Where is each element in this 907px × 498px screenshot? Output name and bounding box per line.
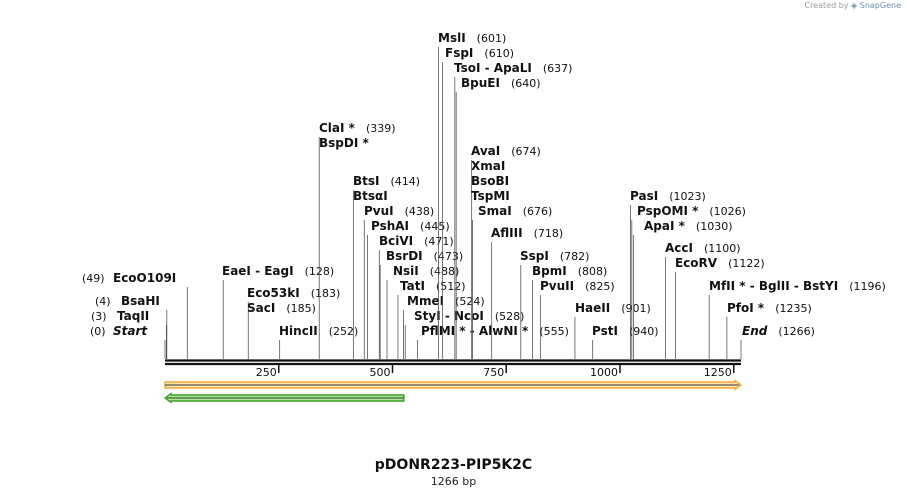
site-name: StyI - NcoI <box>414 309 484 323</box>
site-name: AccI <box>665 241 693 255</box>
site-name: BtsI <box>353 174 380 188</box>
site-position: (528) <box>495 310 525 323</box>
site-position: (183) <box>311 287 341 300</box>
site-name: PasI <box>630 189 658 203</box>
site-position: (808) <box>578 265 608 278</box>
site-position: (610) <box>484 47 514 60</box>
plasmid-length: 1266 bp <box>430 475 477 488</box>
site-position: (471) <box>424 235 454 248</box>
site-position: (524) <box>455 295 485 308</box>
site-name: HaeII <box>575 301 610 315</box>
site-position: (637) <box>543 62 573 75</box>
site-name: FspI <box>445 46 473 60</box>
site-position: (640) <box>511 77 541 90</box>
site-position: (1026) <box>709 205 746 218</box>
site-position: (512) <box>436 280 466 293</box>
site-name: BciVI <box>379 234 413 248</box>
site-name: XmaI <box>471 159 505 173</box>
site-name: SspI <box>520 249 549 263</box>
site-position: (1266) <box>778 325 815 338</box>
site-name: EcoO109I <box>113 271 176 285</box>
axis-tick-label: 500 <box>369 366 390 379</box>
site-position: (49) <box>82 272 105 285</box>
site-position: (1122) <box>728 257 765 270</box>
site-name: ApaI * <box>644 219 686 233</box>
site-name: BsaHI <box>121 294 160 308</box>
site-name: BsoBI <box>471 174 509 188</box>
site-name: TatI <box>400 279 425 293</box>
site-position: (1100) <box>704 242 741 255</box>
site-name: PshAI <box>371 219 409 233</box>
axis-tick-label: 750 <box>483 366 504 379</box>
site-name: SacI <box>247 301 275 315</box>
site-name: ClaI * <box>319 121 356 135</box>
snapgene-credit: Created by ◈ SnapGene <box>804 1 901 10</box>
site-position: (1235) <box>775 302 812 315</box>
site-position: (488) <box>430 265 460 278</box>
snapgene-logo-icon: ◈ <box>851 1 858 10</box>
site-name: AvaI <box>471 144 500 158</box>
site-position: (674) <box>511 145 541 158</box>
site-name: NsiI <box>393 264 419 278</box>
site-position: (185) <box>286 302 316 315</box>
site-position: (1196) <box>849 280 886 293</box>
site-position: (676) <box>523 205 553 218</box>
site-position: (4) <box>95 295 111 308</box>
site-position: (901) <box>621 302 651 315</box>
site-position: (782) <box>560 250 590 263</box>
site-name: SmaI <box>478 204 512 218</box>
site-name: TspMI <box>471 189 510 203</box>
site-position: (1030) <box>696 220 733 233</box>
axis-tick-label: 1250 <box>704 366 732 379</box>
site-position: (414) <box>391 175 421 188</box>
site-name: End <box>742 324 768 338</box>
site-position: (825) <box>585 280 615 293</box>
site-name: BtsαI <box>353 189 388 203</box>
site-name: AflIII <box>491 226 523 240</box>
site-position: (555) <box>539 325 569 338</box>
site-position: (3) <box>91 310 107 323</box>
site-position: (339) <box>366 122 396 135</box>
plasmid-name: pDONR223-PIP5K2C <box>374 457 533 473</box>
site-name: TaqII <box>117 309 149 323</box>
site-position: (940) <box>629 325 659 338</box>
credit-prefix: Created by <box>804 1 849 10</box>
site-name: PvuII <box>540 279 574 293</box>
site-name: EcoRV <box>675 256 718 270</box>
site-position: (601) <box>477 32 507 45</box>
site-name: BpmI <box>532 264 567 278</box>
site-name: PstI <box>592 324 618 338</box>
site-name: PvuI <box>364 204 394 218</box>
site-name: TsoI - ApaLI <box>454 61 532 75</box>
site-name: EaeI - EagI <box>222 264 294 278</box>
site-name: MfII * - BglII - BstYI <box>709 279 838 293</box>
site-name: BspDI * <box>319 136 369 150</box>
site-name: MslI <box>438 31 466 45</box>
site-position: (718) <box>534 227 564 240</box>
site-name: Start <box>113 324 148 338</box>
site-name: PspOMI * <box>637 204 699 218</box>
site-name: MmeI <box>407 294 444 308</box>
site-position: (0) <box>90 325 106 338</box>
site-position: (1023) <box>669 190 706 203</box>
site-position: (445) <box>420 220 450 233</box>
site-name: PflMI * - AlwNI * <box>421 324 529 338</box>
credit-brand: SnapGene <box>859 1 901 10</box>
site-name: HincII <box>279 324 318 338</box>
site-name: BsrDI <box>386 249 423 263</box>
site-position: (438) <box>405 205 435 218</box>
axis-tick-label: 250 <box>256 366 277 379</box>
site-position: (252) <box>329 325 359 338</box>
site-name: BpuEI <box>461 76 500 90</box>
site-name: Eco53kI <box>247 286 300 300</box>
axis-tick-label: 1000 <box>590 366 618 379</box>
site-name: PfoI * <box>727 301 765 315</box>
